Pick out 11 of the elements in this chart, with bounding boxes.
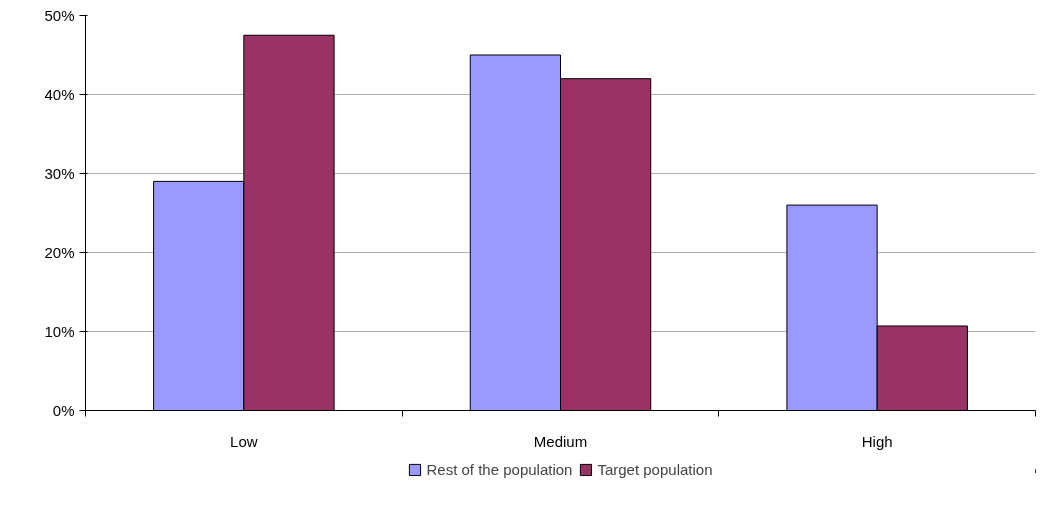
y-tick-label: 50% (44, 7, 75, 24)
x-tick-label: High (861, 432, 893, 450)
legend-label: Rest of the population (426, 460, 573, 478)
y-tick-label: 40% (44, 86, 75, 103)
y-tick-label: 30% (44, 165, 75, 182)
x-tick-label: Low (230, 432, 258, 450)
x-tick-label: Medium (533, 432, 588, 450)
y-tick-label: 10% (44, 323, 75, 340)
y-tick-label: 0% (52, 402, 75, 419)
y-tick-label: 20% (44, 244, 75, 261)
legend-label: Target population (597, 460, 713, 478)
